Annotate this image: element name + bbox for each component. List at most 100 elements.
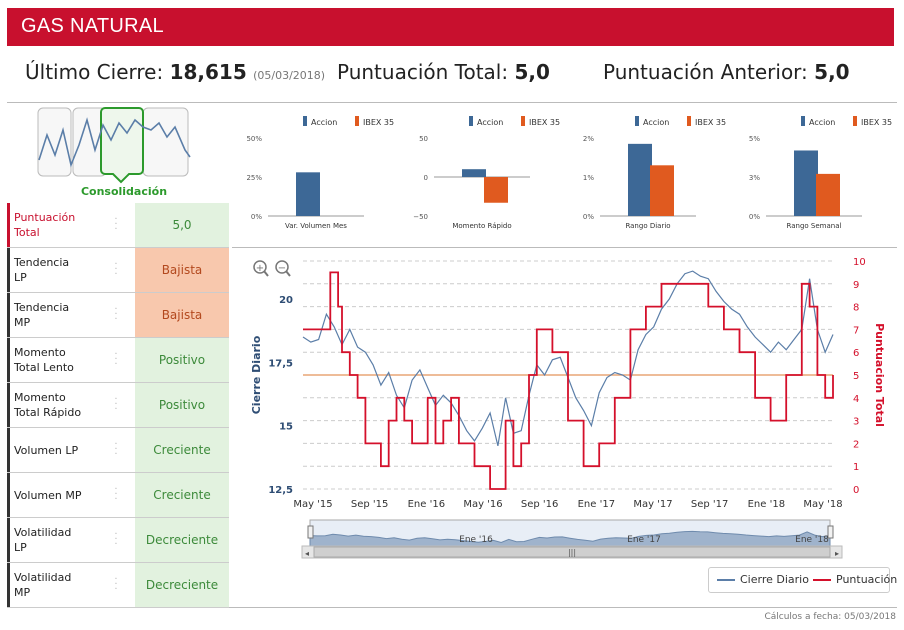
indicator-value: Decreciente <box>135 518 229 562</box>
indicator-row: Volatilidad LP · · · Decreciente <box>7 518 229 563</box>
right-tick-label: 0 <box>853 485 859 496</box>
info-dots-icon[interactable]: · · · <box>114 484 118 505</box>
legend-swatch <box>469 116 473 126</box>
legend-item-price[interactable]: Cierre Diario <box>717 573 809 586</box>
indicator-row: Momento Total Lento · · · Positivo <box>7 338 229 383</box>
bar-chart-title: Rango Diario <box>625 222 670 230</box>
x-tick-label: Sep '16 <box>521 499 559 510</box>
scrollbar-thumb[interactable] <box>313 546 831 558</box>
navigator-handle[interactable] <box>307 525 314 539</box>
chart-legend: Cierre Diario Puntuación <box>708 567 897 593</box>
svg-text:+: + <box>256 263 264 274</box>
phase-diagram: Consolidación <box>37 107 191 198</box>
title-bar: GAS NATURAL <box>7 8 894 46</box>
bar-ibex <box>484 177 508 203</box>
y-tick-label: 2% <box>583 135 594 143</box>
y-tick-label: 50 <box>419 135 428 143</box>
indicator-label-text: Volatilidad LP <box>14 526 72 554</box>
bar-chart: Accion IBEX 35 5% 3% 0% Rango Semanal <box>749 116 892 230</box>
navigator-handle[interactable] <box>827 525 834 539</box>
right-tick-label: 5 <box>853 371 859 382</box>
scroll-right-icon[interactable]: ▸ <box>835 549 839 558</box>
total-score-label: Puntuación Total: <box>337 60 509 84</box>
navigator[interactable]: Ene '16 Ene '17 Ene '18 ◂ ▸ ||| <box>300 518 848 560</box>
info-dots-icon[interactable]: · · · <box>114 214 118 235</box>
legend-swatch <box>635 116 639 126</box>
scrollbar-grip-icon: ||| <box>568 548 576 557</box>
left-tick-label: 17,5 <box>268 358 293 369</box>
y-tick-label: 0 <box>424 174 428 182</box>
indicator-value: Decreciente <box>135 563 229 607</box>
right-tick-label: 6 <box>853 348 859 359</box>
indicator-label-text: Tendencia MP <box>14 301 70 329</box>
indicator-value: Creciente <box>135 428 229 472</box>
indicator-row: Volumen LP · · · Creciente <box>7 428 229 473</box>
info-dots-icon[interactable]: · · · <box>114 529 118 550</box>
x-tick-label: May '17 <box>633 499 672 510</box>
bar-legend-label: IBEX 35 <box>861 118 892 127</box>
y-axis-label-left: Cierre Diario <box>250 335 263 414</box>
info-dots-icon[interactable]: · · · <box>114 574 118 595</box>
right-tick-label: 3 <box>853 417 859 428</box>
y-tick-label: 1% <box>583 174 594 182</box>
last-close: Último Cierre: 18,615 (05/03/2018) <box>25 60 325 90</box>
legend-swatch <box>853 116 857 126</box>
info-dots-icon[interactable]: · · · <box>114 439 118 460</box>
last-close-date: (05/03/2018) <box>253 69 326 82</box>
y-tick-label: 0% <box>583 213 594 221</box>
legend-swatch <box>717 578 735 581</box>
bar-accion <box>794 150 818 216</box>
scroll-left-icon[interactable]: ◂ <box>305 549 309 558</box>
bar-chart: Accion IBEX 35 50% 25% 0% Var. Volumen Mes <box>246 116 394 230</box>
zoom-out-icon[interactable]: − <box>275 260 291 277</box>
legend-label-score: Puntuación <box>836 573 898 586</box>
info-dots-icon[interactable]: · · · <box>114 259 118 280</box>
y-tick-label: 0% <box>749 213 760 221</box>
x-tick-label: Sep '15 <box>351 499 389 510</box>
phase-price-line <box>38 117 191 168</box>
bar-chart-title: Momento Rápido <box>452 222 511 230</box>
divider-bottom <box>7 607 897 608</box>
bar-legend-label: IBEX 35 <box>695 118 726 127</box>
left-tick-label: 12,5 <box>268 485 293 496</box>
indicator-value: Bajista <box>135 248 229 292</box>
indicator-label: Volumen LP <box>7 428 111 472</box>
bar-ibex <box>650 165 674 216</box>
indicator-row: Volumen MP · · · Creciente <box>7 473 229 518</box>
right-tick-label: 8 <box>853 303 859 314</box>
total-score: Puntuación Total: 5,0 <box>337 60 550 90</box>
indicator-value: 5,0 <box>135 203 229 247</box>
svg-text:−: − <box>278 263 286 274</box>
indicator-label-text: Volatilidad MP <box>14 571 72 599</box>
indicator-row: Tendencia LP · · · Bajista <box>7 248 229 293</box>
legend-swatch <box>303 116 307 126</box>
bar-legend-label: IBEX 35 <box>529 118 560 127</box>
page-title: GAS NATURAL <box>21 15 164 37</box>
y-tick-label: 3% <box>749 174 760 182</box>
phase-active-box <box>100 107 144 184</box>
y-tick-label: 25% <box>246 174 262 182</box>
zoom-in-icon[interactable]: + <box>253 260 269 277</box>
indicator-label-text: Volumen LP <box>14 443 79 457</box>
bar-legend-label: Accion <box>809 118 835 127</box>
right-tick-label: 9 <box>853 280 859 291</box>
bar-chart-title: Var. Volumen Mes <box>285 222 347 230</box>
legend-label-price: Cierre Diario <box>740 573 809 586</box>
x-tick-label: May '18 <box>803 499 842 510</box>
indicator-label: Momento Total Rápido <box>7 383 111 427</box>
legend-swatch <box>801 116 805 126</box>
left-tick-label: 15 <box>279 422 293 433</box>
indicator-label: Tendencia LP <box>7 248 111 292</box>
legend-swatch <box>355 116 359 126</box>
info-dots-icon[interactable]: · · · <box>114 349 118 370</box>
legend-item-score[interactable]: Puntuación <box>813 573 897 586</box>
indicator-label-text: Volumen MP <box>14 488 82 502</box>
info-dots-icon[interactable]: · · · <box>114 394 118 415</box>
y-tick-label: 0% <box>251 213 262 221</box>
indicator-value: Positivo <box>135 383 229 427</box>
indicator-value: Creciente <box>135 473 229 517</box>
indicator-label: Volumen MP <box>7 473 111 517</box>
right-tick-label: 10 <box>853 257 866 268</box>
info-dots-icon[interactable]: · · · <box>114 304 118 325</box>
navigator-tick-label: Ene '17 <box>627 535 661 545</box>
